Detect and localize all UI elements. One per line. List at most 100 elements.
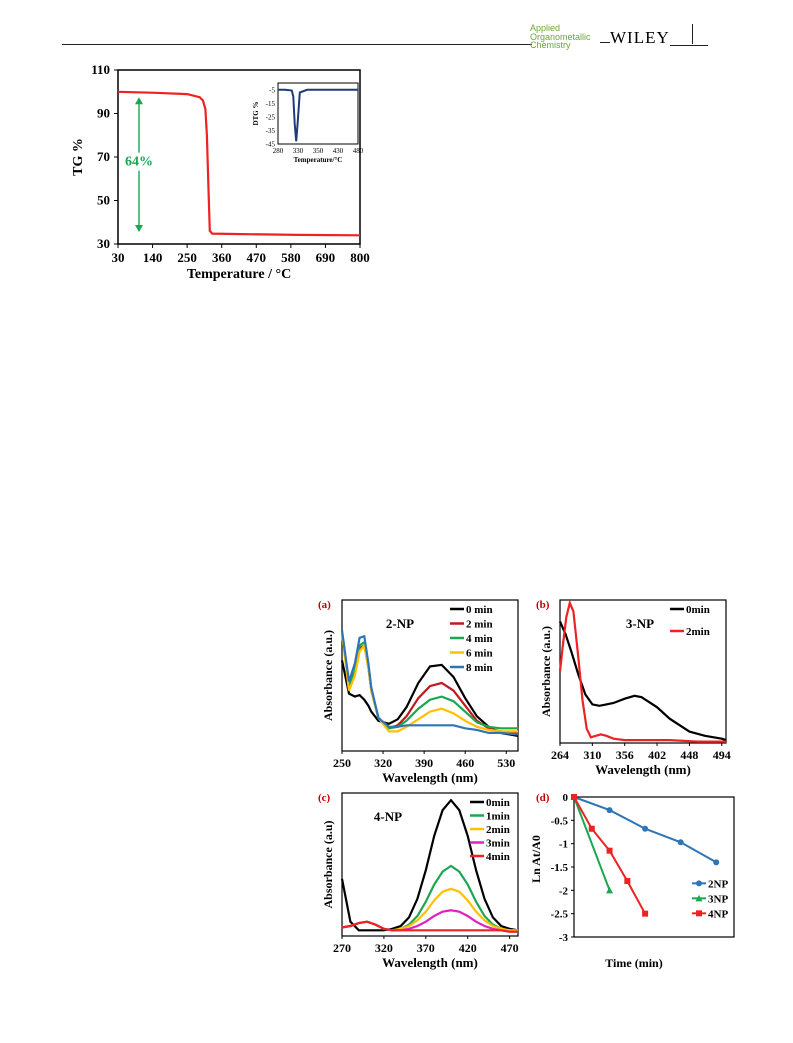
d-point [677, 839, 684, 846]
c-legend-label: 2min [486, 824, 510, 836]
dtg-series-line [278, 88, 358, 142]
d-x-axis-label: Time (min) [605, 956, 662, 970]
b-x-axis-label: Wavelength (nm) [595, 762, 691, 777]
d-y-tick-label: 0 [563, 792, 569, 804]
d-legend-label: 4NP [708, 908, 728, 920]
b-x-tick-label: 494 [713, 748, 731, 762]
publisher-name: WILEY [610, 28, 670, 47]
uv-chart-4np: (c) 270 320 370 420 470 Wavelength (nm) Absorba… [318, 792, 519, 970]
c-x-tick-label: 270 [333, 941, 351, 955]
tga-y-tick-label: 50 [97, 193, 110, 208]
c-x-tick-label: 420 [459, 941, 477, 955]
d-point [588, 825, 595, 832]
b-x-tick-label: 264 [551, 748, 569, 762]
b-title: 3-NP [626, 616, 654, 631]
dtg-x-axis-label: Temperature/°C [294, 156, 343, 164]
tga-y-axis-label: TG % [71, 138, 86, 176]
journal-line-1: Applied [530, 23, 561, 33]
tga-x-tick-label: 800 [350, 250, 370, 265]
dtg-y-tick-label: -5 [269, 86, 275, 94]
a-legend-label: 2 min [466, 619, 493, 631]
a-legend-label: 8 min [466, 662, 493, 674]
c-x-axis-label: Wavelength (nm) [382, 955, 478, 970]
d-y-tick-label: -2.5 [551, 909, 569, 921]
c-title: 4-NP [374, 809, 402, 824]
b-x-tick-label: 310 [583, 748, 601, 762]
d-point [642, 910, 649, 917]
a-x-tick-label: 530 [497, 756, 515, 770]
d-legend-marker [696, 910, 702, 917]
header-vertical-rule [692, 24, 693, 44]
dtg-x-tick-label: 330 [293, 147, 304, 155]
b-series-line [558, 621, 727, 742]
tga-chart: 30 50 70 90 110 30 140 250 360 470 580 690 800 Temper… [71, 62, 370, 282]
journal-line-3: Chemistry [530, 40, 571, 50]
a-panel-label: (a) [318, 599, 331, 611]
dtg-x-tick-label: 480 [353, 147, 364, 155]
d-y-tick-label: -0.5 [551, 815, 569, 827]
c-x-tick-label: 470 [501, 941, 519, 955]
tga-x-tick-label: 470 [247, 250, 266, 265]
a-x-tick-label: 460 [456, 756, 474, 770]
c-series-line [341, 864, 518, 932]
d-point [606, 847, 613, 854]
c-panel-label: (c) [318, 792, 331, 804]
dtg-y-axis-label: DTG % [252, 102, 260, 126]
uv-chart-2np: (a) 250 320 390 460 530 Wavelength (nm) Absorba… [318, 599, 519, 785]
dtg-inset-frame [277, 82, 359, 145]
d-point [642, 825, 649, 832]
tga-series-line [117, 90, 361, 237]
tga-x-tick-label: 250 [177, 250, 197, 265]
a-series-line [340, 660, 519, 737]
tga-x-tick-label: 30 [112, 250, 125, 265]
c-legend-label: 0min [486, 797, 510, 809]
a-legend-label: 4 min [466, 633, 493, 645]
b-series-line [558, 599, 726, 743]
c-y-axis-label: Absorbance (a.u) [321, 820, 335, 908]
a-y-axis-label: Absorbance (a.u.) [321, 630, 335, 721]
d-legend-label: 2NP [708, 878, 728, 890]
mass-loss-label: 64% [125, 155, 153, 170]
b-panel-label: (b) [536, 599, 550, 611]
publisher-logo: WILEY [600, 28, 708, 48]
a-series-line [340, 633, 518, 733]
tga-y-tick-label: 30 [97, 236, 110, 251]
c-legend-label: 3min [486, 838, 510, 850]
a-legend-label: 6 min [466, 648, 493, 660]
d-y-tick-label: -1 [559, 839, 568, 851]
c-series-line [340, 798, 519, 932]
publisher-dash [600, 42, 610, 43]
dtg-y-tick-label: -35 [266, 127, 276, 135]
c-plot-frame [341, 792, 519, 937]
dtg-x-tick-label: 350 [313, 147, 324, 155]
d-legend-marker [696, 880, 702, 887]
b-x-tick-label: 402 [648, 748, 666, 762]
a-legend-label: 0 min [466, 604, 493, 616]
dtg-x-tick-label: 430 [333, 147, 344, 155]
dtg-y-tick-label: -25 [266, 113, 276, 121]
mass-loss-label-bg [124, 152, 156, 171]
a-x-tick-label: 390 [415, 756, 433, 770]
c-legend-label: 1min [486, 811, 510, 823]
tga-x-tick-label: 360 [212, 250, 232, 265]
d-point [571, 794, 577, 800]
d-y-axis-label: Ln At/A0 [529, 835, 543, 883]
a-x-tick-label: 320 [374, 756, 392, 770]
b-x-tick-label: 356 [616, 748, 634, 762]
tga-x-tick-label: 690 [316, 250, 336, 265]
c-legend-label: 4min [486, 851, 510, 863]
tga-y-tick-label: 110 [91, 62, 110, 77]
tga-y-tick-label: 70 [97, 149, 110, 164]
d-point [606, 886, 614, 894]
a-x-axis-label: Wavelength (nm) [382, 770, 478, 785]
c-x-tick-label: 320 [375, 941, 393, 955]
header-rule [62, 44, 532, 45]
d-y-tick-label: -1.5 [551, 862, 569, 874]
tga-x-tick-label: 140 [143, 250, 163, 265]
mass-loss-arrow-head-top [135, 97, 143, 105]
d-point [624, 878, 631, 884]
d-legend-label: 3NP [708, 893, 728, 905]
a-series-line [340, 633, 519, 734]
tga-y-tick-label: 90 [97, 106, 110, 121]
mass-loss-arrow-head-bottom [135, 225, 143, 233]
